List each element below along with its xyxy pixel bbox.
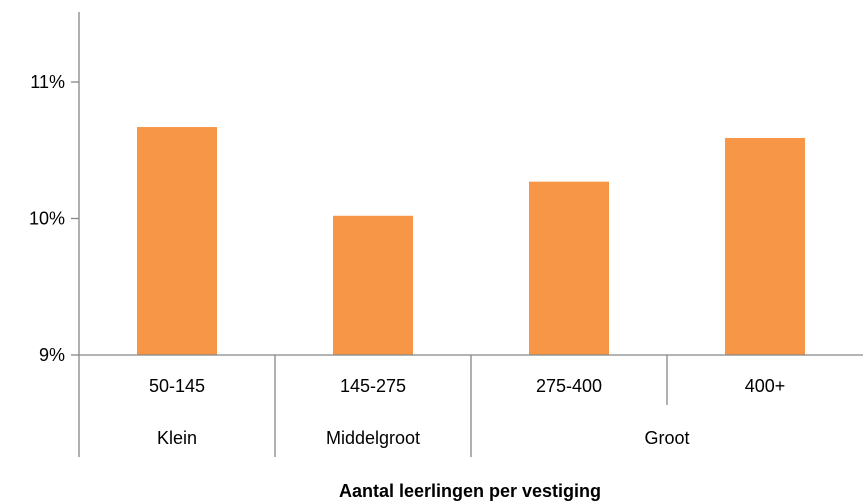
x-category-label: 275-400: [536, 376, 602, 396]
x-category-label: 145-275: [340, 376, 406, 396]
bar-400+: [725, 137, 805, 355]
y-tick-label: 11%: [30, 72, 65, 92]
bar-145-275: [333, 215, 413, 355]
x-axis-title: Aantal leerlingen per vestiging: [339, 481, 601, 501]
x-axis: 50-145 145-275 275-400 400+ Klein Middelgroot…: [79, 354, 863, 457]
y-tick-label: 9%: [39, 345, 65, 365]
x-category-label: 50-145: [149, 376, 205, 396]
y-tick-label: 10%: [29, 209, 65, 229]
x-group-label: Groot: [644, 428, 689, 448]
x-group-label: Middelgroot: [326, 428, 420, 448]
x-group-label: Klein: [157, 428, 197, 448]
y-axis: 9% 10% 11%: [29, 12, 80, 457]
bars: [137, 127, 805, 355]
x-category-label: 400+: [745, 376, 786, 396]
bar-50-145: [137, 127, 217, 355]
bar-275-400: [529, 181, 609, 355]
